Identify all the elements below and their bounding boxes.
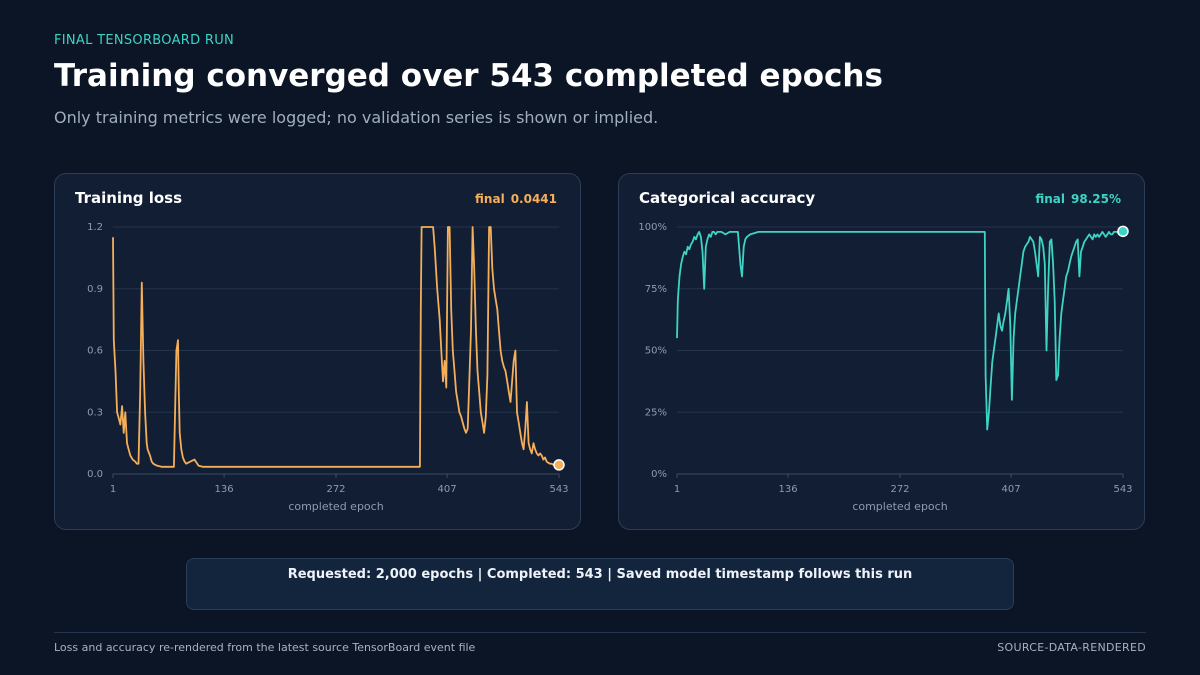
loss-y-tick-label: 0.3 xyxy=(87,407,103,418)
eyebrow-label: FINAL TENSORBOARD RUN xyxy=(54,33,235,48)
loss-series-line xyxy=(112,226,560,468)
accuracy-x-axis-label: completed epoch xyxy=(852,500,947,513)
page-subtitle: Only training metrics were logged; no va… xyxy=(54,108,659,127)
loss-final-readout: final 0.0441 xyxy=(475,192,557,206)
run-summary-box: Requested: 2,000 epochs | Completed: 543… xyxy=(186,558,1014,610)
accuracy-x-tick-label: 1 xyxy=(674,484,680,495)
run-summary-text: Requested: 2,000 epochs | Completed: 543… xyxy=(287,567,913,582)
loss-y-tick-label: 0.9 xyxy=(87,284,103,295)
loss-x-tick-label: 543 xyxy=(549,484,568,495)
accuracy-y-tick-label: 50% xyxy=(645,346,667,357)
categorical-accuracy-chart: 0% 25% 50% 75% 100% 1 136 272 407 543 completed ep… xyxy=(638,222,1132,513)
accuracy-y-tick-label: 0% xyxy=(651,469,667,480)
accuracy-x-tick-label: 272 xyxy=(890,484,909,495)
loss-x-axis-label: completed epoch xyxy=(288,500,383,513)
footer-divider xyxy=(54,632,1146,633)
accuracy-y-tick-label: 25% xyxy=(645,407,667,418)
loss-x-tick-label: 136 xyxy=(215,484,234,495)
loss-card-title: Training loss xyxy=(75,189,183,207)
loss-y-tick-label: 0.6 xyxy=(87,346,103,357)
accuracy-series-line xyxy=(676,230,1124,431)
render-tag: SOURCE-DATA-RENDERED xyxy=(997,641,1146,654)
training-loss-card: Training loss final 0.0441 0.0 0.3 0.6 0.9 1.… xyxy=(54,173,581,530)
accuracy-x-tick-label: 407 xyxy=(1002,484,1021,495)
categorical-accuracy-card: Categorical accuracy final 98.25% 0% 25% 50… xyxy=(618,173,1145,530)
accuracy-card-title: Categorical accuracy xyxy=(639,189,816,207)
accuracy-x-tick-label: 136 xyxy=(779,484,798,495)
accuracy-y-tick-label: 100% xyxy=(638,222,667,233)
accuracy-final-value: 98.25% xyxy=(1071,192,1121,206)
loss-final-point xyxy=(553,459,565,471)
source-note: Loss and accuracy re-rendered from the l… xyxy=(54,641,476,654)
loss-x-tick-label: 1 xyxy=(110,484,116,495)
loss-y-tick-label: 0.0 xyxy=(87,469,103,480)
accuracy-y-tick-label: 75% xyxy=(645,284,667,295)
loss-final-label: final xyxy=(475,192,505,206)
loss-x-tick-label: 407 xyxy=(438,484,457,495)
training-loss-chart: 0.0 0.3 0.6 0.9 1.2 1 136 272 407 543 completed ep… xyxy=(87,222,568,513)
accuracy-final-point xyxy=(1117,225,1129,238)
accuracy-x-tick-label: 543 xyxy=(1113,484,1132,495)
accuracy-final-readout: final 98.25% xyxy=(1035,192,1121,206)
page-title: Training converged over 543 completed ep… xyxy=(54,58,883,94)
loss-y-tick-label: 1.2 xyxy=(87,222,103,233)
loss-final-value: 0.0441 xyxy=(510,192,557,206)
accuracy-final-label: final xyxy=(1035,192,1066,206)
loss-x-tick-label: 272 xyxy=(326,484,345,495)
